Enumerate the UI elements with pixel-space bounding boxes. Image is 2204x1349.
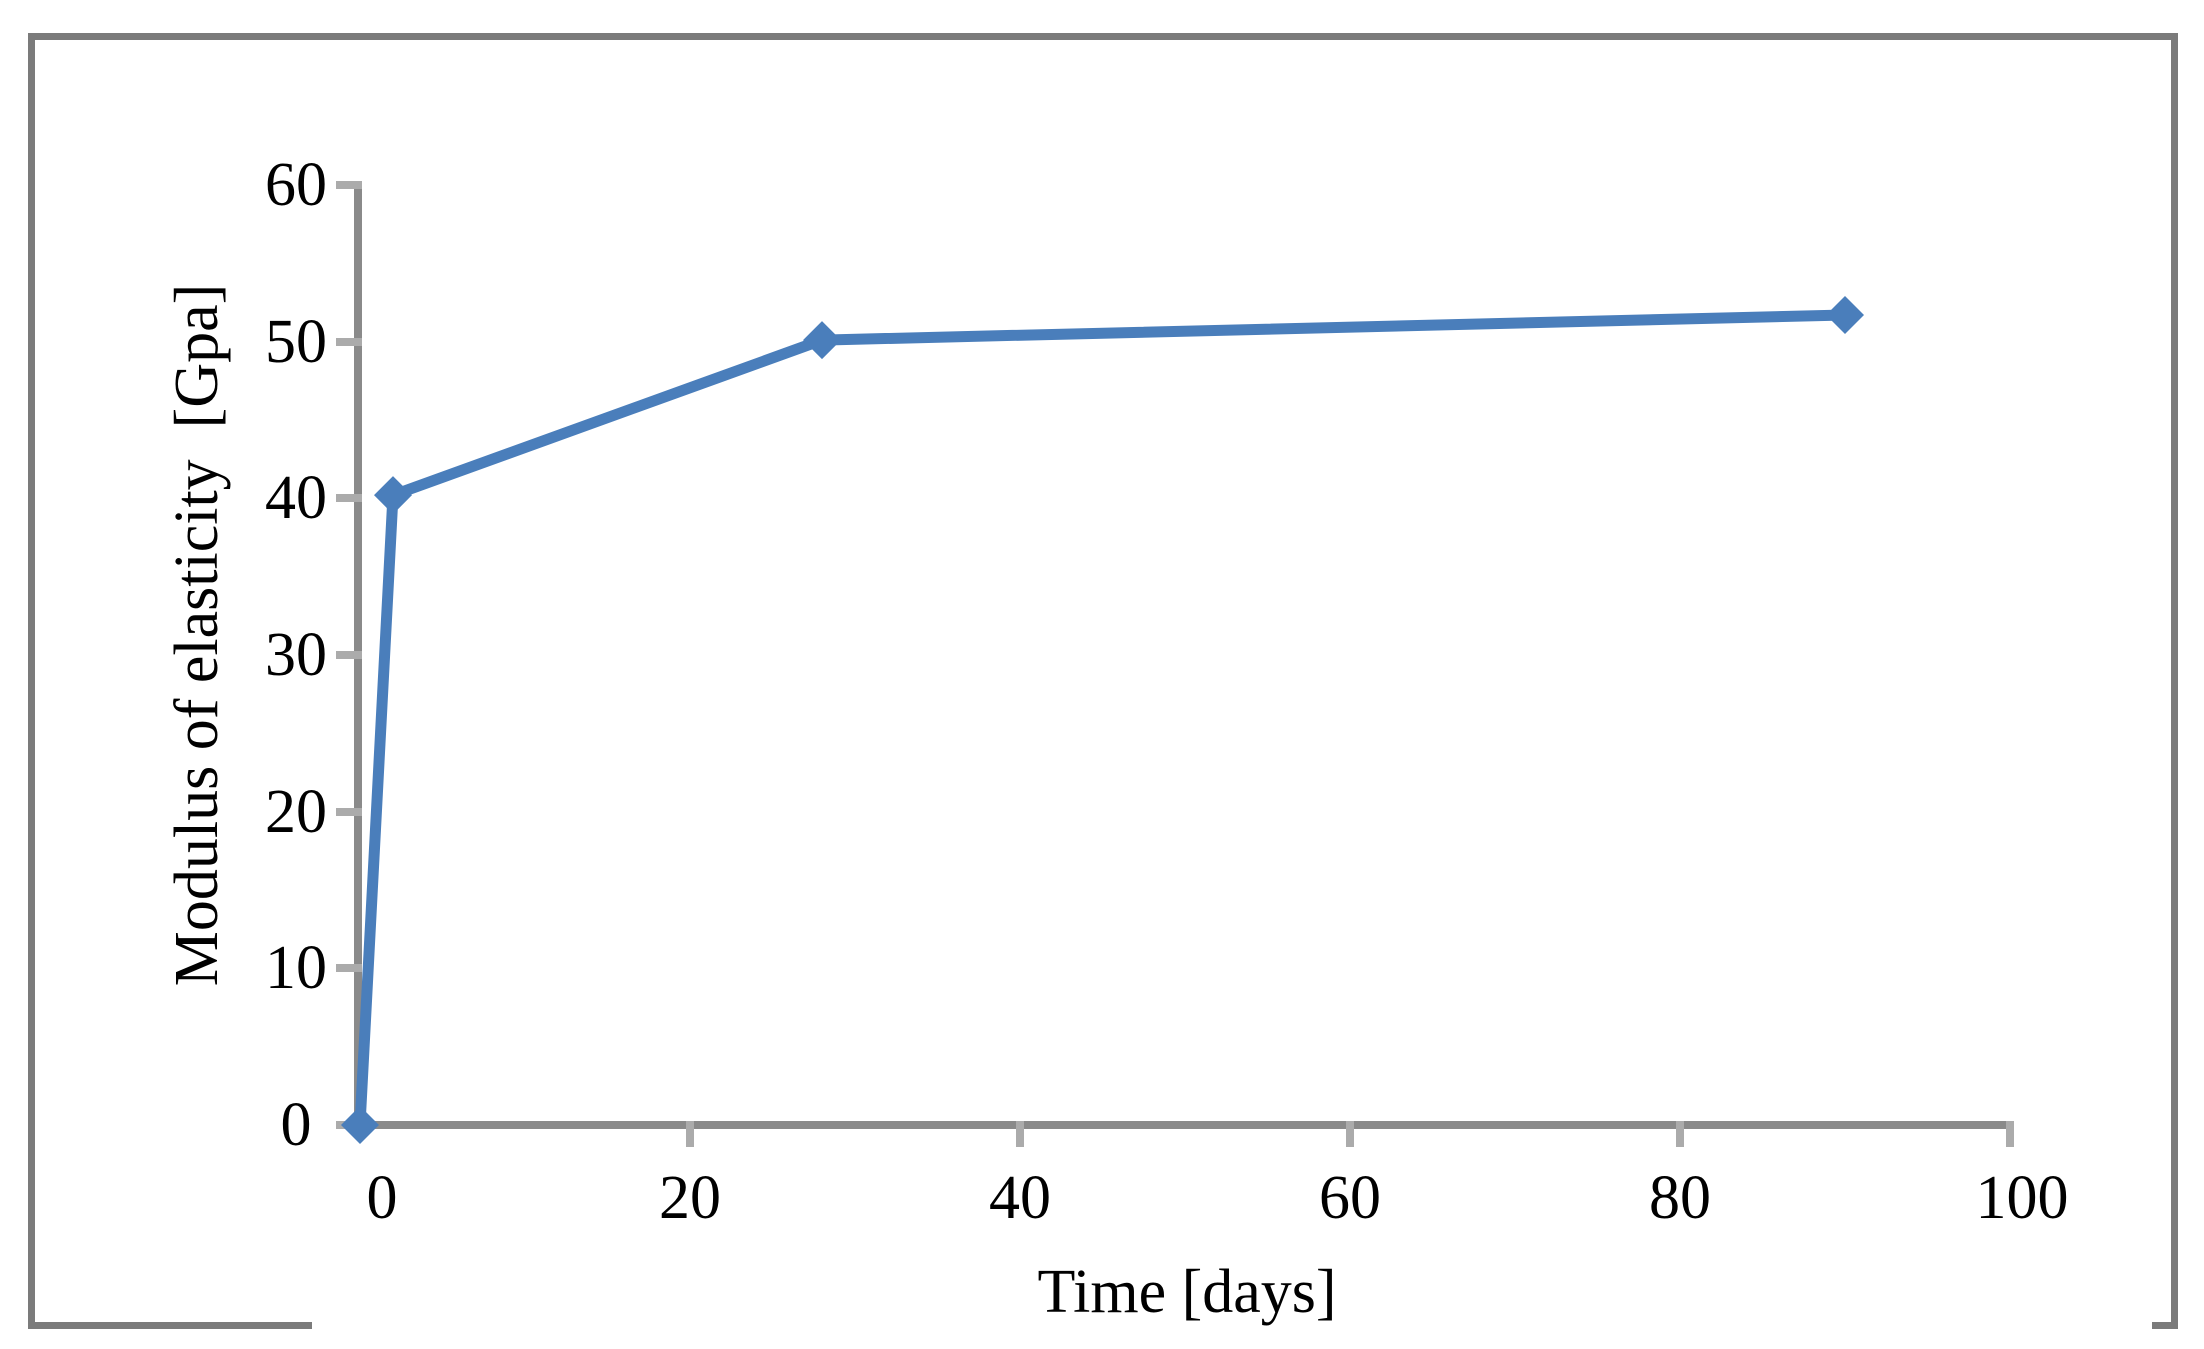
- y-tick-label: 60: [265, 150, 327, 219]
- frame-bottom-gap: [312, 1319, 2152, 1332]
- data-point-marker: [1826, 296, 1864, 335]
- y-tick-label: 0: [280, 1091, 312, 1159]
- data-point-marker: [803, 321, 841, 360]
- x-tick-mark: [1016, 1121, 1024, 1147]
- x-tick-mark: [686, 1121, 694, 1147]
- y-tick-label: 40: [265, 464, 327, 533]
- y-tick-mark: [336, 650, 362, 659]
- data-point-marker: [341, 1106, 379, 1144]
- y-tick-label: 30: [265, 620, 327, 689]
- x-axis-title: Time [days]: [1037, 1258, 1337, 1326]
- x-tick-label: 80: [1649, 1164, 1711, 1232]
- y-tick-mark: [336, 964, 362, 973]
- y-tick-label: 10: [265, 934, 327, 1003]
- data-point-marker: [374, 476, 412, 515]
- x-tick-mark: [1676, 1121, 1684, 1147]
- x-tick-label: 40: [989, 1164, 1051, 1232]
- x-tick-label: 20: [659, 1164, 721, 1232]
- x-tick-label: 100: [1975, 1164, 2069, 1232]
- y-tick-mark: [336, 494, 362, 503]
- y-tick-mark: [336, 807, 362, 816]
- y-tick-mark: [336, 337, 362, 346]
- x-tick-label: 0: [366, 1164, 398, 1232]
- series-line: [354, 309, 1851, 1131]
- x-tick-mark: [2006, 1121, 2014, 1147]
- y-tick-label: 50: [265, 307, 327, 376]
- y-axis-title: Modulus of elasticity [Gpa]: [163, 283, 231, 987]
- x-tick-mark: [1346, 1121, 1354, 1147]
- y-tick-mark: [336, 180, 362, 189]
- x-axis-line: [354, 1121, 2014, 1129]
- x-tick-label: 60: [1319, 1164, 1381, 1232]
- series-markers: [341, 296, 1864, 1144]
- y-tick-label: 20: [265, 777, 327, 846]
